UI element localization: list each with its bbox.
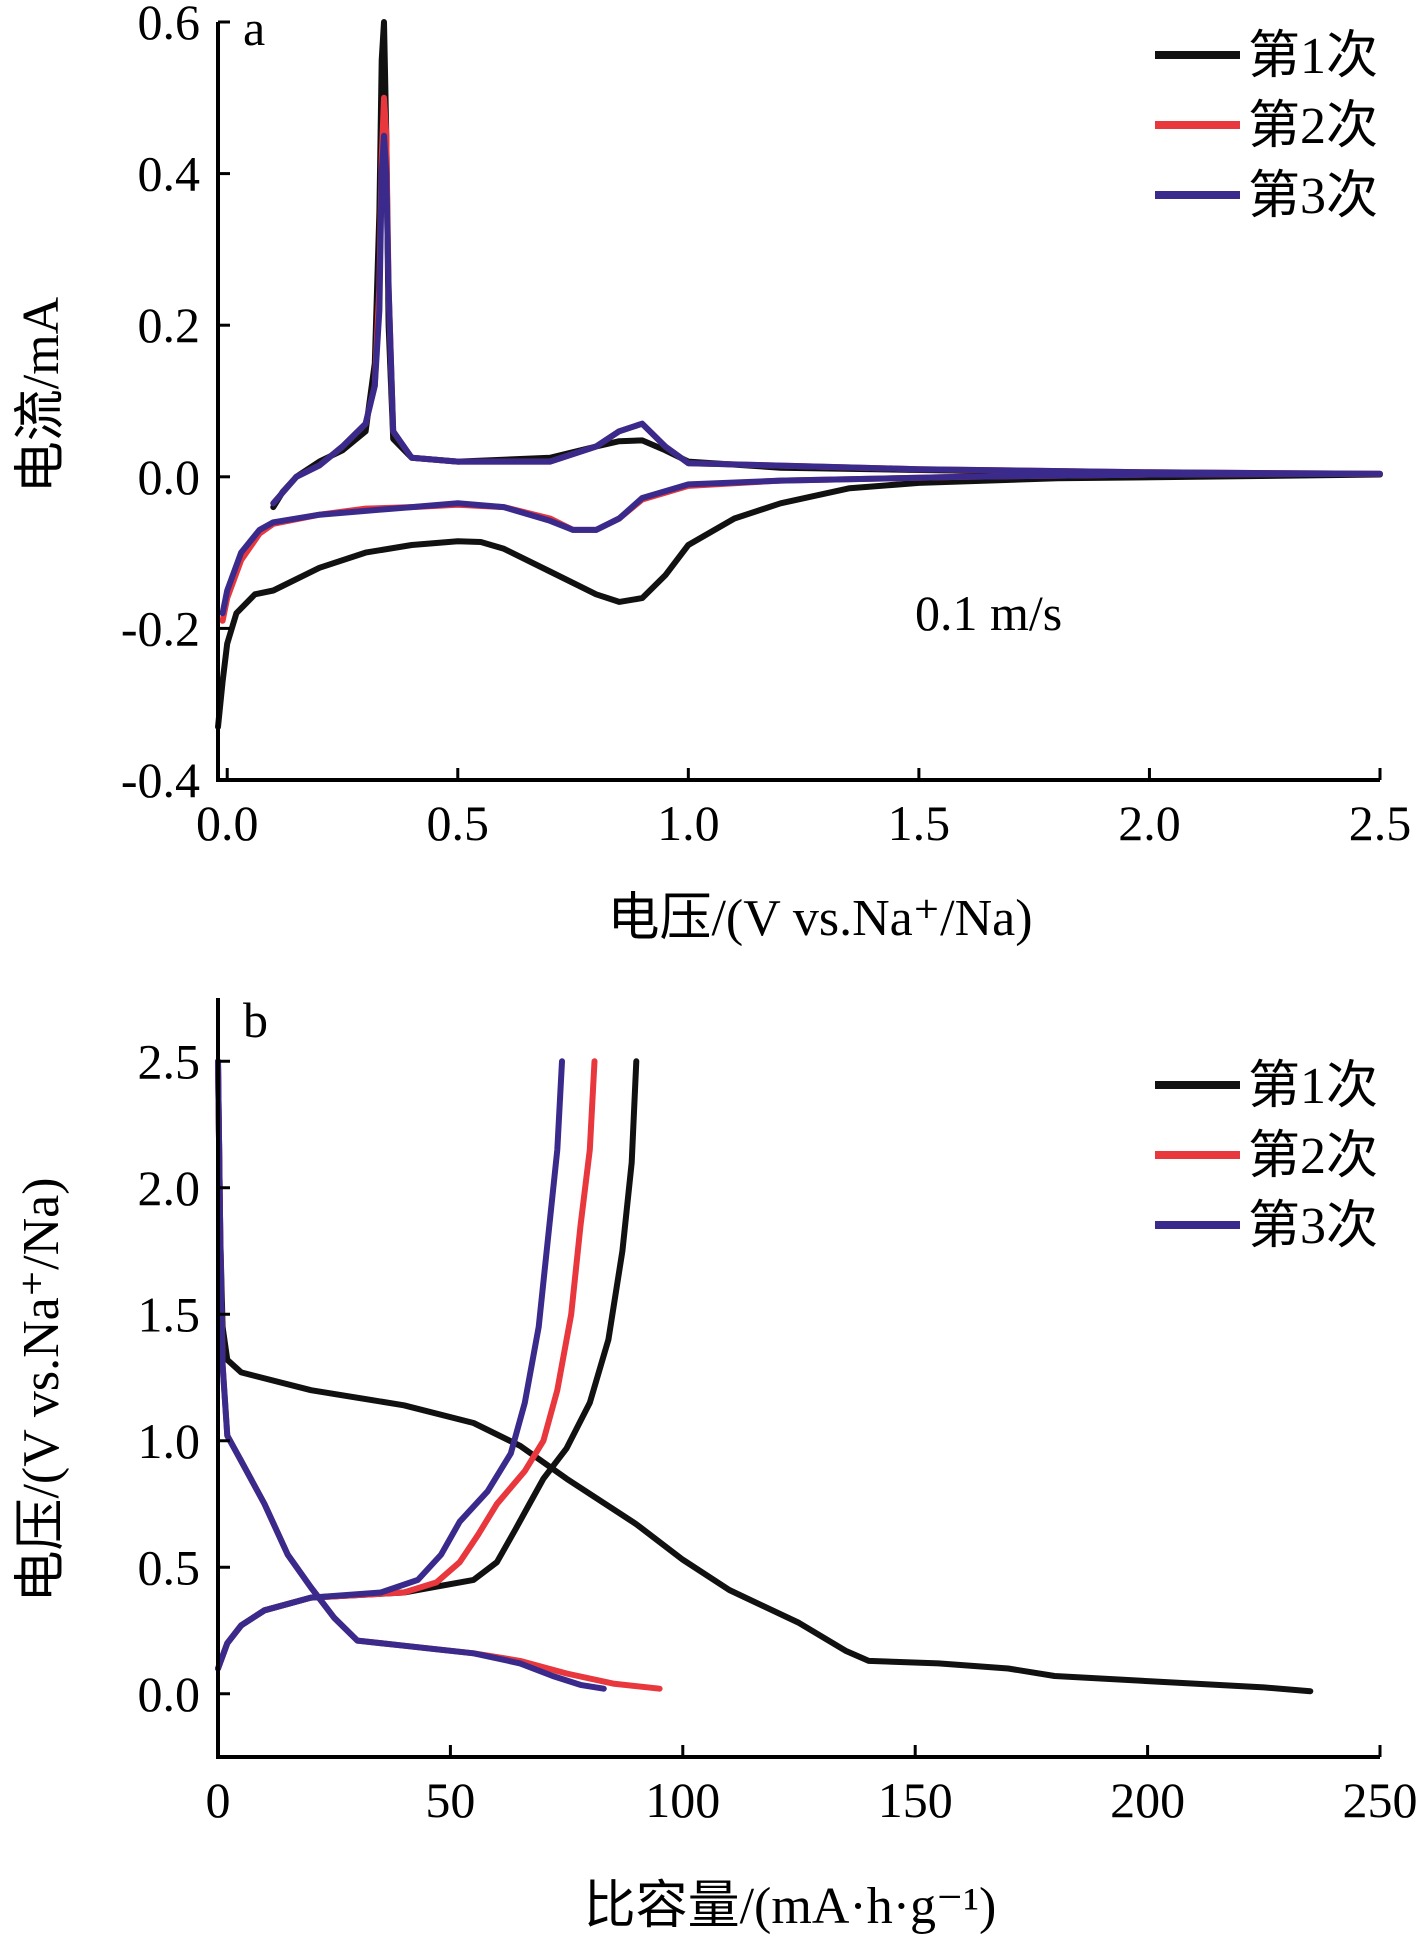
panel-b-x-tick-label: 50	[425, 1772, 475, 1828]
panel-a-x-tick-label: 0.5	[427, 795, 490, 851]
panel-a-x-tick-label: 0.0	[196, 795, 259, 851]
panel-b-x-tick-label: 150	[878, 1772, 953, 1828]
panel-a-y-tick-label: -0.4	[121, 752, 200, 808]
panel-a-series-3-line	[219, 132, 1383, 617]
panel-a-x-tick-label: 2.5	[1349, 795, 1412, 851]
panel-b-curves	[215, 1058, 1314, 1695]
panel-b-series-1-discharge-line	[215, 1058, 1314, 1695]
panel-b-y-tick-label: 0.0	[138, 1666, 201, 1722]
panel-a-y-tick-label: 0.2	[138, 297, 201, 353]
panel-b-y-tick-label: 2.0	[138, 1160, 201, 1216]
panel-b-legend-label: 第3次	[1248, 1198, 1378, 1255]
panel-b-x-tick-label: 0	[206, 1772, 231, 1828]
panel-b-legend-label: 第1次	[1248, 1058, 1378, 1115]
panel-b-y-tick-label: 1.5	[138, 1286, 201, 1342]
panel-b-y-axis-title: 电压/(V vs.Na⁺/Na)	[13, 1177, 70, 1602]
panel-b-x-ticks: 0 50 100 150 200 250	[206, 1745, 1417, 1828]
panel-b-legend-label: 第2次	[1248, 1128, 1378, 1185]
panel-a-x-axis-title: 电压/(V vs.Na⁺/Na)	[607, 890, 1032, 947]
panel-a-y-axis-title: 电流/mA	[13, 296, 70, 493]
panel-a-x-ticks: 0.0 0.5 1.0 1.5 2.0 2.5	[196, 768, 1411, 851]
panel-a-x-tick-label: 2.0	[1118, 795, 1181, 851]
panel-a-curves	[215, 19, 1383, 730]
panel-a-legend-label: 第1次	[1248, 28, 1378, 85]
panel-b-series-2-charge-line	[215, 1058, 598, 1672]
panel-b-series-2-discharge-line	[215, 1058, 663, 1692]
panel-b-y-ticks: 2.5 2.0 1.5 1.0 0.5 0.0	[138, 1033, 230, 1722]
panel-b-charge-discharge-chart: b 0 50 100 150 200 250 2.5 2.0 1.5 1.0 0.5 0.0 第1次…	[13, 992, 1417, 1935]
panel-a-y-ticks: 0.6 0.4 0.2 0.0 -0.2 -0.4	[121, 0, 230, 808]
panel-b-x-tick-label: 250	[1343, 1772, 1417, 1828]
panel-b-x-tick-label: 200	[1110, 1772, 1185, 1828]
panel-a-y-tick-label: 0.0	[138, 449, 201, 505]
panel-a-x-tick-label: 1.5	[888, 795, 951, 851]
panel-b-x-tick-label: 100	[645, 1772, 720, 1828]
panel-b-series-3-discharge-line	[215, 1058, 607, 1692]
panel-b-y-tick-label: 1.0	[138, 1413, 201, 1469]
panel-b-y-tick-label: 2.5	[138, 1033, 201, 1089]
panel-a-series-2-line	[219, 94, 1383, 624]
panel-a-label: a	[243, 0, 265, 56]
panel-a-scan-rate-annotation: 0.1 m/s	[915, 585, 1062, 641]
panel-a-legend-label: 第3次	[1248, 168, 1378, 225]
panel-b-series-3-charge-line	[215, 1058, 565, 1672]
panel-a-cv-chart: a 0.0 0.5 1.0 1.5 2.0 2.5 0.6 0.4 0.2 0.0 -0.2 -0.…	[13, 0, 1411, 947]
panel-b-series-1-charge-line	[215, 1058, 640, 1672]
panel-a-y-tick-label: -0.2	[121, 600, 200, 656]
panel-a-y-tick-label: 0.6	[138, 0, 201, 50]
panel-a-x-tick-label: 1.0	[657, 795, 720, 851]
panel-a-legend-label: 第2次	[1248, 98, 1378, 155]
panel-b-x-axis-title: 比容量/(mA·h·g⁻¹)	[584, 1878, 997, 1935]
panel-a-y-tick-label: 0.4	[138, 146, 201, 202]
panel-b-label: b	[243, 992, 268, 1048]
panel-b-y-tick-label: 0.5	[138, 1539, 201, 1595]
